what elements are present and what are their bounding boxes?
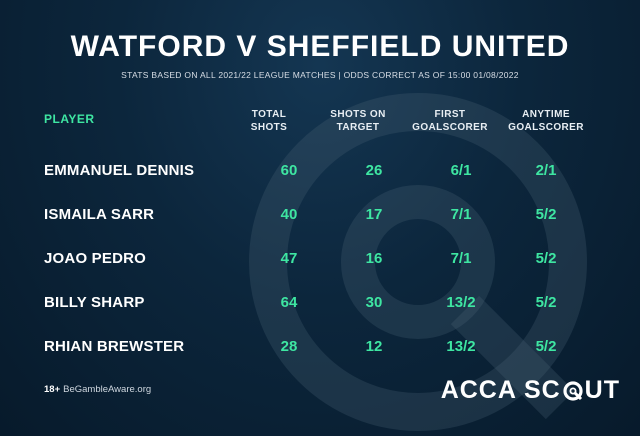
player-name: RHIAN BREWSTER	[44, 338, 185, 355]
player-name: EMMANUEL DENNIS	[44, 162, 195, 179]
total-shots-value: 28	[280, 338, 298, 355]
column-header-shots-on-target: SHOTS ON TARGET	[330, 109, 386, 133]
column-header-player: PLAYER	[44, 112, 95, 126]
column-header-first-goalscorer: FIRST GOALSCORER	[412, 109, 488, 133]
page-title: WATFORD V SHEFFIELD UNITED	[70, 30, 570, 63]
shots-on-target-value: 26	[365, 162, 383, 179]
first-goalscorer-odds: 13/2	[446, 338, 476, 355]
table-row: EMMANUEL DENNIS 60 26 6/1 2/1	[0, 156, 640, 186]
player-name: BILLY SHARP	[44, 294, 145, 311]
column-header-total-shots: TOTAL SHOTS	[250, 109, 288, 133]
anytime-goalscorer-odds: 5/2	[535, 250, 557, 267]
first-goalscorer-odds: 7/1	[450, 206, 472, 223]
table-row: BILLY SHARP 64 30 13/2 5/2	[0, 288, 640, 318]
player-name: ISMAILA SARR	[44, 206, 155, 223]
first-goalscorer-odds: 6/1	[450, 162, 472, 179]
first-goalscorer-odds: 13/2	[446, 294, 476, 311]
gamble-aware-notice: 18+ BeGambleAware.org	[44, 384, 151, 395]
shots-on-target-value: 17	[365, 206, 383, 223]
total-shots-value: 47	[280, 250, 298, 267]
column-header-anytime-goalscorer: ANYTIME GOALSCORER	[508, 109, 584, 133]
table-header: PLAYER TOTAL SHOTS SHOTS ON TARGET FIRST…	[0, 108, 640, 148]
anytime-goalscorer-odds: 5/2	[535, 206, 557, 223]
anytime-goalscorer-odds: 2/1	[535, 162, 557, 179]
total-shots-value: 60	[280, 162, 298, 179]
page-subtitle: STATS BASED ON ALL 2021/22 LEAGUE MATCHE…	[121, 70, 519, 80]
gamble-aware-link[interactable]: BeGambleAware.org	[63, 384, 152, 395]
first-goalscorer-odds: 7/1	[450, 250, 472, 267]
target-o-icon	[563, 380, 583, 401]
table-row: JOAO PEDRO 47 16 7/1 5/2	[0, 244, 640, 274]
brand-logo: ACCA SC UT	[441, 376, 620, 405]
shots-on-target-value: 12	[365, 338, 383, 355]
table-row: ISMAILA SARR 40 17 7/1 5/2	[0, 200, 640, 230]
brand-text-part2: UT	[584, 376, 620, 404]
brand-text-part1: ACCA SC	[440, 376, 561, 404]
total-shots-value: 64	[280, 294, 298, 311]
shots-on-target-value: 16	[365, 250, 383, 267]
total-shots-value: 40	[280, 206, 298, 223]
shots-on-target-value: 30	[365, 294, 383, 311]
anytime-goalscorer-odds: 5/2	[535, 294, 557, 311]
table-row: RHIAN BREWSTER 28 12 13/2 5/2	[0, 332, 640, 362]
anytime-goalscorer-odds: 5/2	[535, 338, 557, 355]
player-name: JOAO PEDRO	[44, 250, 147, 267]
age-restriction: 18+	[44, 384, 61, 395]
